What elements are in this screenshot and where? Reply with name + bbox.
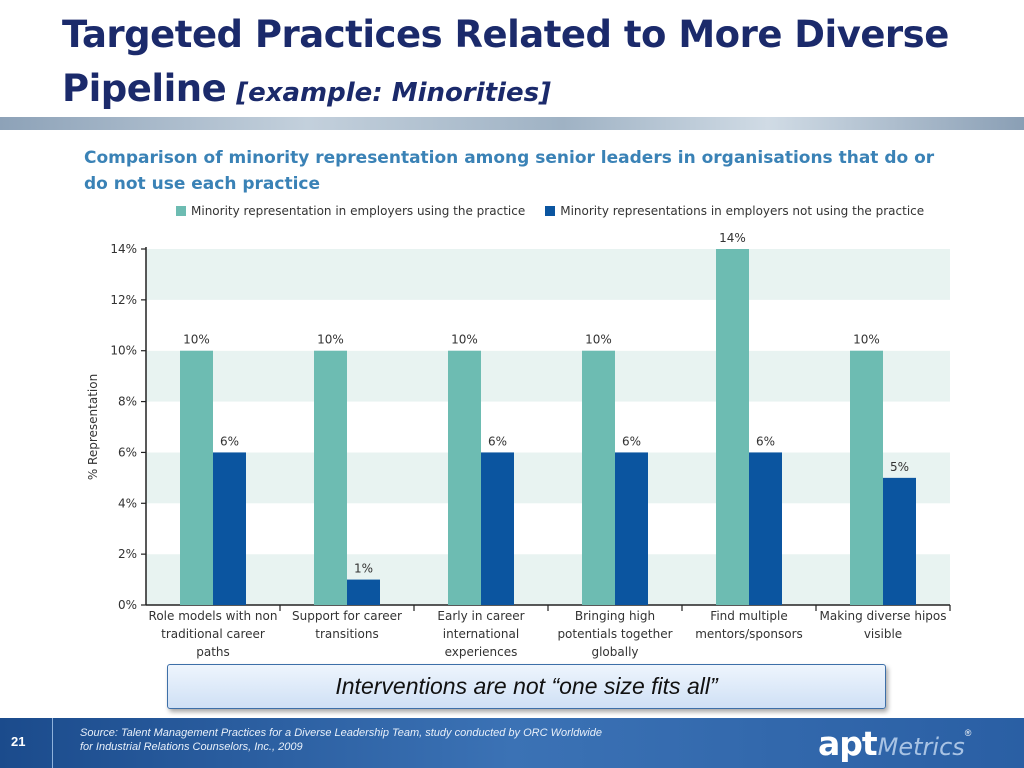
y-tick-label: 14%	[110, 242, 137, 256]
bar-not-using	[481, 452, 514, 605]
y-tick-label: 2%	[118, 547, 137, 561]
x-tick-label: Role models with non	[149, 609, 278, 623]
legend-swatch-not-using	[545, 206, 556, 216]
bar-not-using	[749, 452, 782, 605]
x-tick-label: potentials together	[557, 627, 672, 641]
y-tick-label: 12%	[110, 293, 137, 307]
bar-using	[180, 350, 213, 605]
grid-band	[146, 554, 950, 605]
grid-band	[146, 452, 950, 504]
data-label-not-using: 6%	[622, 434, 641, 448]
y-axis-title: % Representation	[86, 374, 100, 480]
bar-not-using	[883, 477, 916, 605]
logo-metrics-text: Metrics	[877, 733, 965, 761]
data-label-not-using: 6%	[756, 434, 775, 448]
source-line-2: for Industrial Relations Counselors, Inc…	[80, 741, 303, 753]
grid-band	[146, 401, 950, 453]
bar-using	[582, 350, 615, 605]
data-label-using: 10%	[183, 333, 210, 347]
data-label-not-using: 1%	[354, 562, 373, 576]
legend-label-not-using: Minority representations in employers no…	[560, 204, 925, 218]
y-tick-label: 10%	[110, 344, 137, 358]
legend-item-using: Minority representation in employers usi…	[176, 204, 525, 218]
y-tick-label: 4%	[118, 496, 137, 510]
logo-registered-mark: ®	[964, 728, 972, 738]
legend-item-not-using: Minority representations in employers no…	[545, 204, 924, 218]
bar-chart: 0% 2% 4% 6% 8% 10% 12% 14% % Representation Role …	[86, 231, 951, 659]
chart-legend: Minority representation in employers usi…	[176, 204, 924, 218]
x-tick-label: paths	[196, 645, 230, 659]
data-label-not-using: 6%	[488, 434, 507, 448]
bar-using	[448, 350, 481, 605]
x-tick-label: Early in career	[437, 609, 524, 623]
callout-box: Interventions are not “one size fits all…	[167, 664, 886, 709]
data-label-using: 10%	[853, 333, 880, 347]
data-label-using: 10%	[317, 333, 344, 347]
x-tick-label: international	[443, 627, 519, 641]
data-label-not-using: 6%	[220, 434, 239, 448]
bar-not-using	[615, 452, 648, 605]
bar-not-using	[347, 579, 380, 605]
callout-text: Interventions are not “one size fits all…	[335, 673, 718, 699]
footer-divider	[52, 718, 53, 768]
x-tick-label: Find multiple	[710, 609, 787, 623]
x-tick-label: experiences	[445, 645, 518, 659]
logo-apt-text: apt	[818, 724, 878, 763]
bar-not-using	[213, 452, 246, 605]
grid-band	[146, 503, 950, 555]
data-label-using: 10%	[451, 333, 478, 347]
aptmetrics-logo: apt Metrics ®	[818, 724, 972, 763]
bar-using	[716, 249, 749, 605]
x-tick-label: traditional career	[161, 627, 265, 641]
data-label-using: 10%	[585, 333, 612, 347]
slide-title-main: Targeted Practices Related to More Diver…	[62, 13, 949, 110]
x-tick-label: Bringing high	[575, 609, 655, 623]
x-tick-label: Making diverse hipos	[820, 609, 947, 623]
slide-title: Targeted Practices Related to More Diver…	[62, 8, 962, 120]
footer-bar	[0, 718, 1024, 768]
x-tick-label: Support for career	[292, 609, 402, 623]
header-banner	[0, 117, 1024, 130]
x-tick-label: transitions	[315, 627, 378, 641]
y-tick-label: 8%	[118, 395, 137, 409]
bar-using	[314, 350, 347, 605]
y-tick-label: 6%	[118, 445, 137, 459]
source-line-1: Source: Talent Management Practices for …	[80, 727, 602, 739]
grid-band	[146, 299, 950, 351]
grid-band	[146, 350, 950, 402]
page-number: 21	[11, 734, 26, 749]
grid-band	[146, 249, 950, 300]
data-label-using: 14%	[719, 231, 746, 245]
x-tick-label: visible	[864, 627, 902, 641]
data-label-not-using: 5%	[890, 460, 909, 474]
legend-label-using: Minority representation in employers usi…	[191, 204, 526, 218]
y-tick-label: 0%	[118, 598, 137, 612]
legend-swatch-using	[176, 206, 186, 216]
chart-title: Comparison of minority representation am…	[84, 148, 935, 194]
slide-title-subtitle: [example: Minorities]	[236, 78, 551, 108]
x-tick-label: globally	[591, 645, 638, 659]
bar-using	[850, 350, 883, 605]
x-tick-label: mentors/sponsors	[695, 627, 803, 641]
source-note: Source: Talent Management Practices for …	[80, 726, 720, 754]
